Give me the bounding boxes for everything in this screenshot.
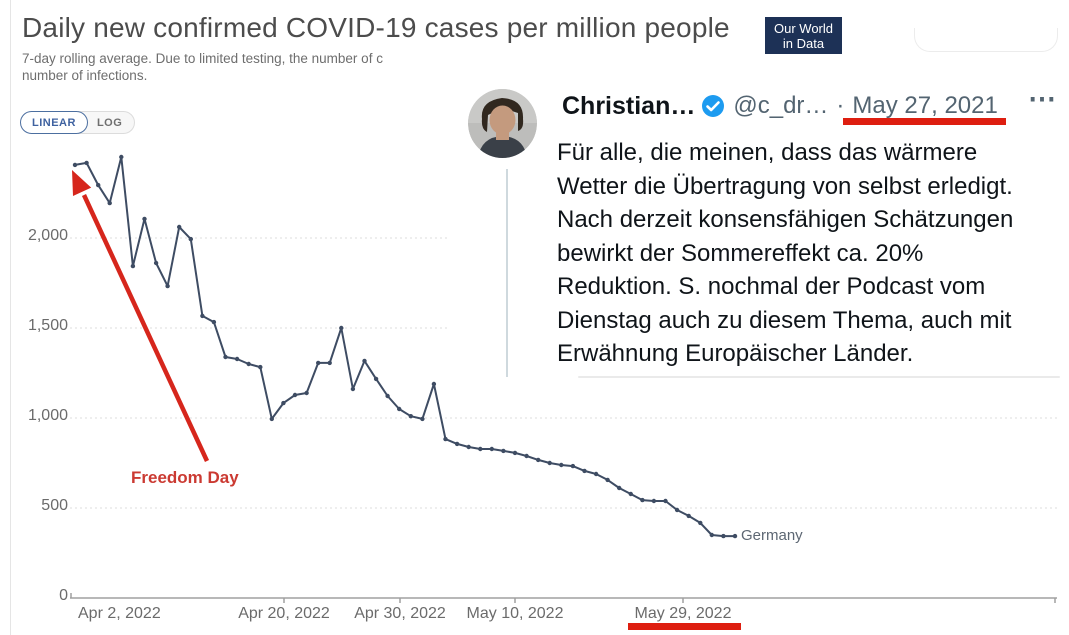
tweet-display-name[interactable]: Christian… bbox=[562, 91, 696, 120]
chart-title: Daily new confirmed COVID-19 cases per m… bbox=[22, 12, 730, 43]
chart-subtitle-line1: 7-day rolling average. Due to limited te… bbox=[22, 51, 383, 66]
window-left-edge-line bbox=[10, 0, 11, 635]
tweet-handle[interactable]: @c_dr… bbox=[733, 92, 829, 119]
red-underline-axis-date bbox=[628, 623, 741, 630]
red-underline-tweet-date bbox=[843, 118, 1006, 125]
x-axis-tick-label: May 29, 2022 bbox=[634, 605, 732, 622]
y-axis-tick-label: 1,000 bbox=[27, 407, 68, 424]
tweet-card: Christian… @c_dr… · May 27, 2021 ⋯ Für a… bbox=[450, 56, 1069, 382]
y-axis-tick-label: 0 bbox=[59, 587, 68, 604]
tweet-dot-separator: · bbox=[836, 92, 845, 119]
scale-toggle: LINEAR LOG bbox=[20, 111, 136, 134]
tweet-text: Für alle, die meinen, dass das wärmere W… bbox=[557, 139, 1014, 367]
series-label-germany: Germany bbox=[741, 527, 803, 544]
x-axis-tick-label: Apr 30, 2022 bbox=[354, 605, 446, 622]
tweet-header: Christian… @c_dr… · May 27, 2021 bbox=[562, 89, 998, 123]
freedom-day-label: Freedom Day bbox=[131, 468, 239, 487]
thread-connector-line bbox=[506, 169, 508, 377]
y-axis-tick-label: 1,500 bbox=[27, 317, 68, 334]
tweet-bottom-separator bbox=[578, 376, 1060, 378]
owid-logo: Our World in Data bbox=[765, 17, 842, 54]
more-options-icon[interactable]: ⋯ bbox=[1028, 83, 1057, 114]
owid-logo-line2: in Data bbox=[782, 35, 825, 51]
avatar-image bbox=[468, 89, 537, 158]
chart-subtitle-line2: number of infections. bbox=[22, 67, 148, 83]
y-axis-tick-label: 500 bbox=[41, 497, 68, 514]
avatar[interactable] bbox=[468, 89, 537, 158]
x-axis-tick-label: Apr 2, 2022 bbox=[78, 605, 161, 622]
y-axis-tick-label: 2,000 bbox=[27, 227, 68, 244]
linear-button[interactable]: LINEAR bbox=[20, 111, 88, 134]
x-axis-tick-label: May 10, 2022 bbox=[466, 605, 564, 622]
tweet-date[interactable]: May 27, 2021 bbox=[852, 92, 998, 119]
owid-logo-line1: Our World bbox=[774, 20, 833, 36]
x-axis-tick-label: Apr 20, 2022 bbox=[238, 605, 330, 622]
chart-subtitle: 7-day rolling average. Due to limited te… bbox=[22, 51, 383, 84]
cropped-white-button[interactable] bbox=[914, 28, 1058, 52]
verified-badge-icon bbox=[702, 95, 725, 117]
